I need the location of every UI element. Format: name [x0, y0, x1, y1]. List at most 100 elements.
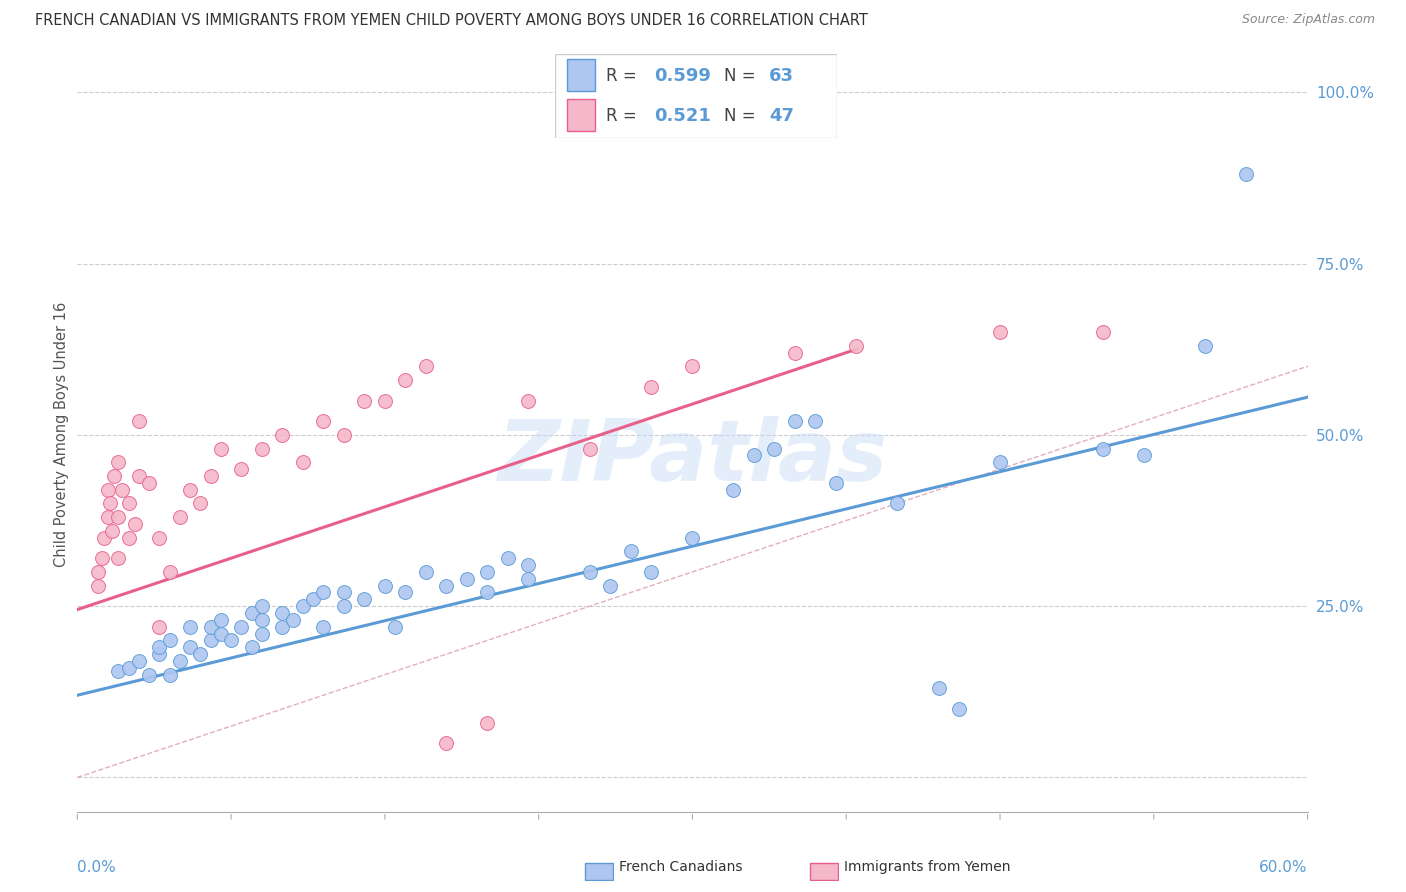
Point [394, 373, 416, 387]
Point [1194, 339, 1216, 353]
Point [333, 585, 356, 599]
Point [93, 531, 115, 545]
Point [219, 633, 242, 648]
Point [138, 475, 160, 490]
Point [107, 455, 129, 469]
Point [333, 427, 356, 442]
Point [825, 475, 848, 490]
Point [1132, 449, 1154, 463]
Point [682, 359, 704, 374]
Point [148, 620, 170, 634]
Point [415, 565, 437, 579]
Point [496, 551, 519, 566]
Point [640, 565, 662, 579]
Point [231, 620, 253, 634]
Point [240, 640, 263, 655]
Text: ZIPatlas: ZIPatlas [498, 416, 887, 499]
Point [579, 565, 602, 579]
Point [87, 578, 110, 592]
Point [179, 483, 201, 497]
Point [250, 599, 273, 614]
Point [682, 531, 704, 545]
Point [250, 442, 273, 456]
Point [517, 393, 540, 408]
Point [200, 469, 222, 483]
Point [1091, 325, 1114, 339]
Point [90, 551, 114, 566]
Point [384, 620, 406, 634]
Point [148, 531, 170, 545]
Point [783, 414, 806, 428]
Text: R =: R = [606, 107, 643, 125]
Point [477, 715, 499, 730]
FancyBboxPatch shape [555, 54, 837, 138]
Point [456, 572, 478, 586]
Text: 0.521: 0.521 [654, 107, 710, 125]
Point [1091, 442, 1114, 456]
Point [124, 516, 146, 531]
Point [250, 626, 273, 640]
Y-axis label: Child Poverty Among Boys Under 16: Child Poverty Among Boys Under 16 [53, 302, 69, 567]
Point [97, 510, 120, 524]
Point [783, 345, 806, 359]
Point [209, 442, 232, 456]
Point [988, 325, 1011, 339]
Point [179, 640, 201, 655]
Point [845, 339, 868, 353]
Point [291, 599, 314, 614]
Point [517, 558, 540, 572]
Text: 63: 63 [769, 67, 794, 85]
Point [128, 469, 150, 483]
Text: Source: ZipAtlas.com: Source: ZipAtlas.com [1241, 13, 1375, 27]
Text: 0.0%: 0.0% [77, 860, 117, 875]
Point [111, 483, 134, 497]
Point [179, 620, 201, 634]
Point [353, 393, 375, 408]
Point [97, 483, 120, 497]
Point [374, 393, 396, 408]
FancyBboxPatch shape [567, 59, 595, 91]
Point [169, 654, 191, 668]
Point [333, 599, 356, 614]
Point [271, 606, 294, 620]
Point [640, 380, 662, 394]
FancyBboxPatch shape [567, 99, 595, 131]
Point [209, 613, 232, 627]
Point [159, 667, 181, 681]
Point [98, 496, 121, 510]
Text: N =: N = [724, 67, 761, 85]
Point [159, 633, 181, 648]
Point [579, 442, 602, 456]
Point [1234, 168, 1257, 182]
Point [117, 531, 139, 545]
Point [101, 524, 124, 538]
Point [128, 414, 150, 428]
Point [87, 565, 110, 579]
FancyBboxPatch shape [585, 863, 613, 880]
Point [148, 647, 170, 661]
Point [117, 661, 139, 675]
Point [107, 551, 129, 566]
Point [138, 667, 160, 681]
Point [477, 565, 499, 579]
Point [804, 414, 827, 428]
Point [620, 544, 643, 558]
Point [240, 606, 263, 620]
Point [988, 455, 1011, 469]
Point [415, 359, 437, 374]
Point [117, 496, 139, 510]
Point [763, 442, 786, 456]
Point [599, 578, 621, 592]
Point [436, 736, 458, 750]
Text: FRENCH CANADIAN VS IMMIGRANTS FROM YEMEN CHILD POVERTY AMONG BOYS UNDER 16 CORRE: FRENCH CANADIAN VS IMMIGRANTS FROM YEMEN… [35, 13, 868, 29]
Text: Immigrants from Yemen: Immigrants from Yemen [844, 860, 1010, 874]
Point [271, 427, 294, 442]
Point [148, 640, 170, 655]
Point [477, 585, 499, 599]
Point [886, 496, 908, 510]
Point [250, 613, 273, 627]
Point [291, 455, 314, 469]
FancyBboxPatch shape [810, 863, 838, 880]
Point [188, 496, 212, 510]
Point [159, 565, 181, 579]
